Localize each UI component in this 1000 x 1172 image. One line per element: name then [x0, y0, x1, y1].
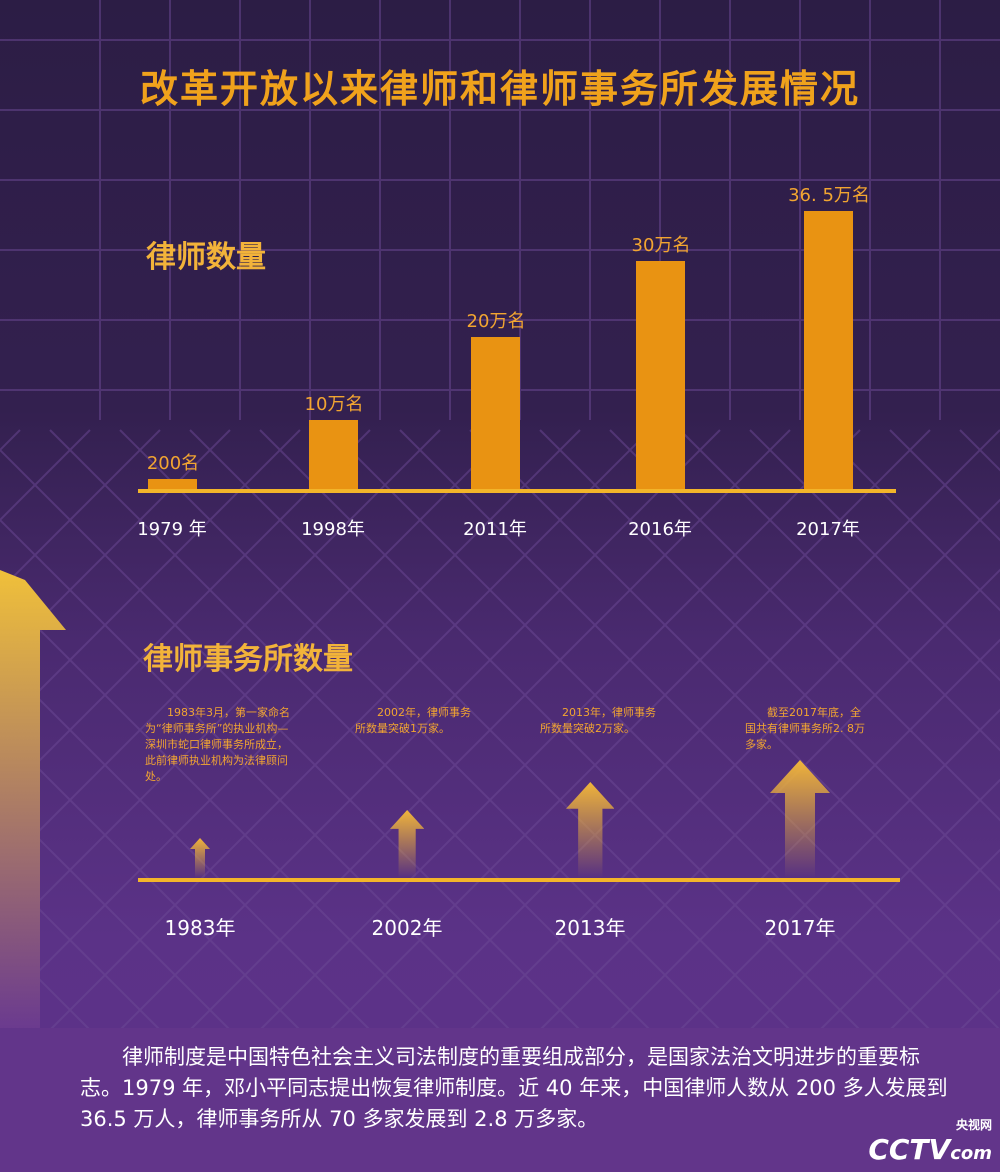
- x-tick-label: 2017年: [796, 519, 860, 540]
- x-tick-label: 2002年: [371, 916, 443, 940]
- bar-3: [636, 260, 685, 489]
- x-tick-label: 2013年: [554, 916, 626, 940]
- growth-arrow-3: [770, 760, 830, 878]
- bar-value-label: 200名: [146, 453, 200, 474]
- x-tick-label: 2011年: [463, 519, 527, 540]
- bar-value-label: 10万名: [304, 394, 364, 416]
- bar-1: [309, 420, 358, 489]
- large-arrow-icon: [0, 570, 66, 1030]
- summary-band: [0, 1028, 1000, 1172]
- background-grid: [0, 0, 1000, 1030]
- bar-0: [148, 479, 197, 489]
- bar-value-label: 36. 5万名: [788, 185, 870, 206]
- x-tick-label: 2016年: [628, 519, 692, 540]
- bar-4: [804, 211, 853, 489]
- lawyers-axis: [138, 489, 896, 493]
- milestone-note: 1983年3月，第一家命名为“律师事务所”的执业机构—深圳市蛇口律师事务所成立，…: [145, 706, 290, 783]
- lawyers-subtitle: 律师数量: [146, 240, 266, 275]
- page-title: 改革开放以来律师和律师事务所发展情况: [139, 67, 860, 111]
- summary-paragraph: 律师制度是中国特色社会主义司法制度的重要组成部分，是国家法治文明进步的重要标志。…: [80, 1045, 948, 1131]
- milestone-note: 2013年，律师事务所数量突破2万家。: [540, 706, 656, 735]
- growth-arrow-2: [565, 782, 615, 878]
- bar-value-label: 30万名: [631, 234, 691, 256]
- bar-2: [471, 336, 520, 489]
- cctv-logo: 央视网 CCTVcom: [868, 1118, 992, 1166]
- milestone-note: 2002年，律师事务所数量突破1万家。: [355, 706, 471, 735]
- x-tick-label: 1979 年: [137, 519, 207, 540]
- x-tick-label: 2017年: [764, 916, 836, 940]
- bar-value-label: 20万名: [466, 310, 526, 332]
- growth-arrow-0: [189, 837, 210, 878]
- firms-axis: [138, 878, 900, 882]
- milestone-note: 截至2017年底，全国共有律师事务所2. 8万多家。: [745, 706, 865, 751]
- x-tick-label: 1983年: [164, 916, 236, 940]
- firms-subtitle: 律师事务所数量: [143, 642, 353, 677]
- x-tick-label: 1998年: [301, 519, 365, 540]
- growth-arrow-1: [389, 810, 425, 878]
